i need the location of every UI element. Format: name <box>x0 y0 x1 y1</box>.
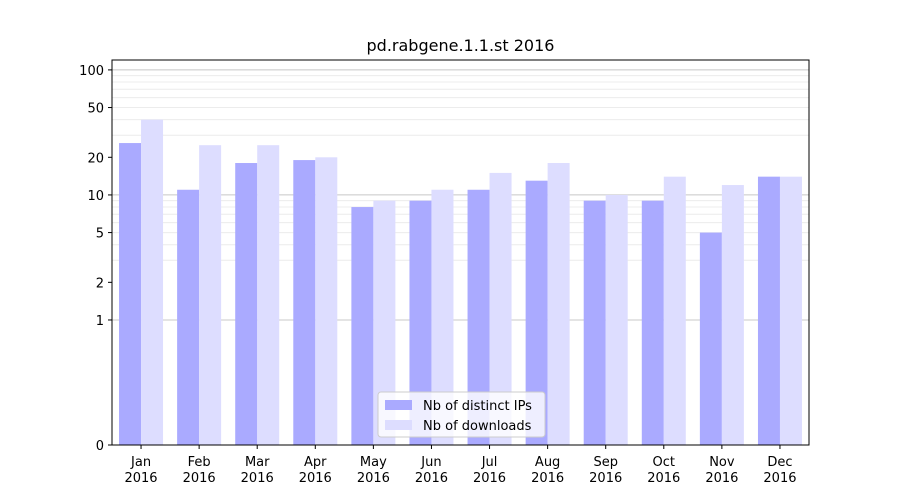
bar-downloads <box>373 200 396 445</box>
legend-swatch <box>385 400 412 410</box>
bar-distinct-ips <box>467 189 490 445</box>
x-tick-label: Sep <box>593 455 618 470</box>
bar-distinct-ips <box>351 207 374 445</box>
x-tick-label: 2016 <box>647 471 680 486</box>
x-axis: Jan2016Feb2016Mar2016Apr2016May2016Jun20… <box>124 445 797 486</box>
x-tick-label: 2016 <box>531 471 564 486</box>
legend-label: Nb of downloads <box>423 419 532 434</box>
bar-downloads <box>199 145 222 445</box>
x-tick-label: Mar <box>245 455 270 470</box>
bar-distinct-ips <box>119 143 142 445</box>
y-tick-label: 2 <box>96 276 104 291</box>
bar-downloads <box>141 119 164 446</box>
bar-downloads <box>431 189 454 445</box>
bar-distinct-ips <box>699 232 722 445</box>
x-tick-label: Feb <box>188 455 211 470</box>
x-tick-label: 2016 <box>415 471 448 486</box>
x-tick-label: 2016 <box>124 471 157 486</box>
bar-downloads <box>605 194 628 445</box>
x-tick-label: Oct <box>653 455 675 470</box>
x-tick-label: 2016 <box>589 471 622 486</box>
x-tick-label: 2016 <box>357 471 390 486</box>
legend: Nb of distinct IPs Nb of downloads <box>377 391 546 438</box>
y-tick-label: 50 <box>87 102 104 117</box>
x-tick-label: Jun <box>420 455 441 470</box>
x-tick-label: 2016 <box>299 471 332 486</box>
plot-frame <box>111 59 810 446</box>
bar-distinct-ips <box>293 160 316 445</box>
legend-swatch <box>385 420 412 430</box>
x-tick-label: 2016 <box>241 471 274 486</box>
bar-downloads <box>547 163 570 445</box>
bar-downloads <box>315 157 338 445</box>
bar-distinct-ips <box>757 176 780 445</box>
x-tick-label: Apr <box>304 455 327 470</box>
bar-distinct-ips <box>641 200 664 445</box>
x-tick-label: Jul <box>481 455 498 470</box>
chart-title: pd.rabgene.1.1.st 2016 <box>367 36 555 55</box>
bar-distinct-ips <box>235 163 258 445</box>
legend-box <box>377 391 546 438</box>
bar-downloads <box>779 176 802 445</box>
y-tick-label: 100 <box>79 64 104 79</box>
bar-downloads <box>663 176 686 445</box>
bar-distinct-ips <box>409 200 432 445</box>
bar-downloads <box>721 185 744 445</box>
grid-layer <box>112 69 809 321</box>
x-tick-label: 2016 <box>763 471 796 486</box>
x-tick-label: 2016 <box>183 471 216 486</box>
x-tick-label: May <box>360 455 387 470</box>
y-tick-label: 10 <box>87 189 104 204</box>
x-tick-label: Jan <box>130 455 151 470</box>
y-tick-label: 0 <box>96 439 104 454</box>
bar-downloads <box>257 145 280 445</box>
y-tick-label: 1 <box>96 314 104 329</box>
x-tick-label: 2016 <box>473 471 506 486</box>
y-tick-label: 5 <box>96 227 104 242</box>
legend-label: Nb of distinct IPs <box>423 399 532 414</box>
y-axis: 0 1 2 5 10 20 50 100 <box>79 64 112 454</box>
x-tick-label: 2016 <box>705 471 738 486</box>
bars-layer <box>119 119 802 446</box>
x-tick-label: Dec <box>767 455 792 470</box>
x-tick-label: Aug <box>535 455 560 470</box>
x-tick-label: Nov <box>709 455 735 470</box>
bar-distinct-ips <box>525 180 548 445</box>
bar-distinct-ips <box>177 189 200 445</box>
bar-distinct-ips <box>583 200 606 445</box>
bar-downloads <box>489 172 512 445</box>
y-tick-label: 20 <box>87 151 104 166</box>
